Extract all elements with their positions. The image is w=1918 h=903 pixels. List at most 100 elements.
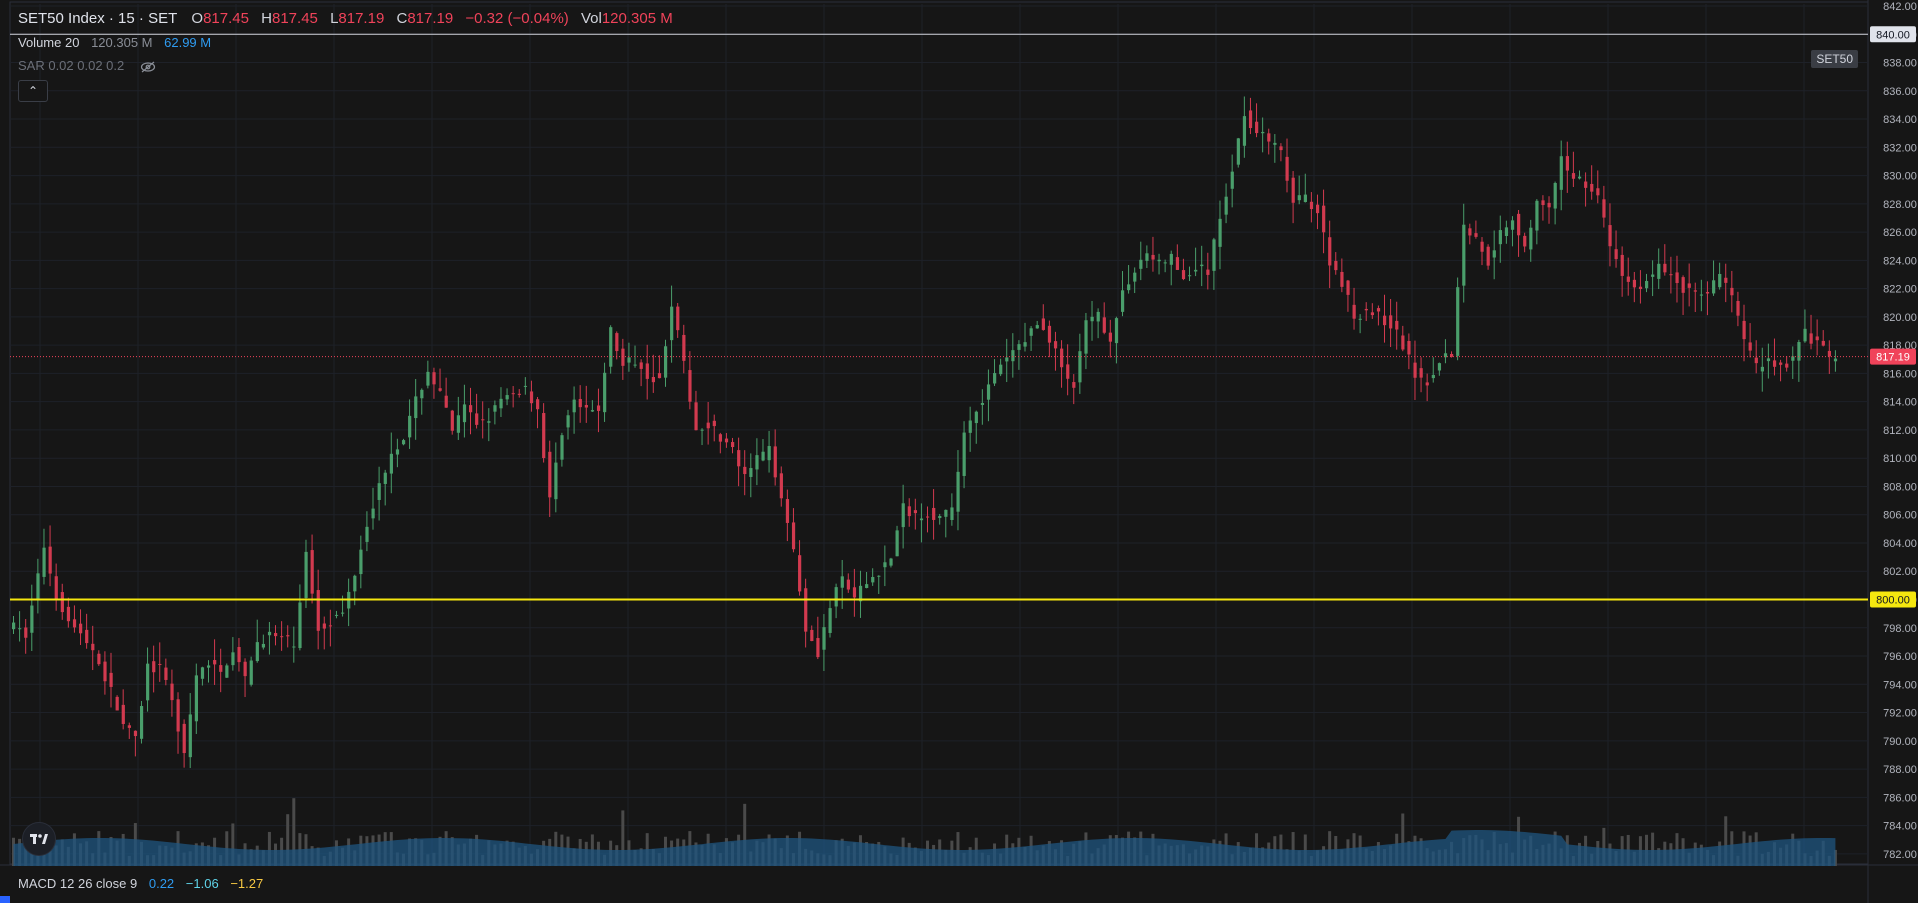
candle-body (1389, 315, 1393, 329)
price-tick-label: 822.00 (1883, 284, 1917, 296)
candle-body (883, 562, 887, 568)
candle-body (1645, 280, 1649, 289)
candle-body (91, 643, 95, 651)
price-tick-label: 820.00 (1883, 312, 1917, 324)
candle-body (913, 510, 918, 514)
candle-body (280, 636, 284, 638)
candle-body (1779, 362, 1783, 365)
candle-body (200, 667, 205, 679)
candle-body (1309, 201, 1314, 210)
volume-bar (1724, 816, 1728, 866)
candle-body (1047, 325, 1052, 343)
close-value: 817.19 (407, 10, 454, 27)
candle-body (85, 629, 89, 644)
collapse-legend-button[interactable]: ⌃ (18, 80, 48, 102)
candle-body (511, 393, 515, 395)
candle-body (810, 629, 814, 642)
candle-body (109, 672, 113, 687)
candle-body (938, 515, 942, 519)
price-tick-label: 836.00 (1883, 86, 1917, 98)
candle-body (1303, 194, 1307, 203)
candle-body (1151, 254, 1155, 260)
candle-body (334, 614, 339, 616)
candle-body (956, 471, 960, 512)
tradingview-logo-icon[interactable] (22, 822, 56, 856)
candle-body (536, 399, 540, 410)
candle-body (932, 507, 936, 520)
candle-body (158, 663, 162, 665)
hidden-eye-icon[interactable] (140, 61, 156, 73)
candle-body (1139, 259, 1143, 269)
candle-body (1261, 131, 1265, 134)
candle-body (554, 462, 558, 500)
candle-body (627, 357, 631, 363)
candle-body (1809, 333, 1813, 344)
price-tick-label: 788.00 (1883, 764, 1917, 776)
candle-body (858, 585, 863, 602)
candle-body (121, 704, 125, 724)
candle-body (1712, 280, 1716, 294)
candle-body (840, 576, 844, 588)
vol-value: 120.305 M (601, 10, 673, 27)
candle-body (1693, 290, 1697, 292)
symbol-title[interactable]: SET50 Index · 15 · SET (18, 10, 178, 27)
candle-body (517, 393, 521, 395)
candle-body (432, 372, 436, 385)
candle-body (1517, 213, 1521, 236)
candle-body (36, 573, 40, 601)
candle-body (1340, 271, 1344, 287)
candle-body (572, 399, 576, 413)
candle-body (566, 415, 570, 428)
candle-body (1504, 227, 1509, 236)
candle-body (523, 385, 528, 387)
candle-body (1376, 308, 1381, 312)
candle-body (1529, 227, 1533, 250)
candle-body (1541, 200, 1545, 206)
upper-line-label: 840.00 (1876, 29, 1910, 41)
candle-body (1102, 317, 1106, 333)
candle-body (755, 455, 759, 470)
candle-body (1681, 277, 1685, 293)
candle-body (206, 665, 211, 668)
candle-body (1547, 202, 1551, 208)
volume-legend[interactable]: Volume 20 120.305 M 62.99 M (18, 35, 215, 50)
support-line-label: 800.00 (1876, 595, 1910, 607)
candle-body (779, 473, 783, 499)
sar-legend[interactable]: SAR 0.02 0.02 0.2 (18, 58, 156, 73)
support-line-label-box (1870, 591, 1916, 608)
candle-body (578, 399, 582, 408)
macd-value: 0.22 (148, 876, 175, 891)
candle-body (1364, 308, 1368, 311)
candle-body (389, 453, 393, 474)
candle-body (743, 466, 747, 475)
candle-body (164, 667, 168, 680)
candle-body (1053, 341, 1058, 349)
candle-body (1188, 275, 1192, 277)
macd-legend[interactable]: MACD 12 26 close 9 0.22 −1.06 −1.27 (18, 876, 263, 891)
candle-body (1754, 357, 1758, 364)
candle-body (1590, 183, 1594, 192)
candle-body (944, 509, 948, 517)
candle-body (1724, 277, 1728, 283)
candle-body (1383, 315, 1387, 326)
tv-logo-glyph-icon (30, 834, 48, 844)
vol-label: Vol (580, 10, 602, 27)
candle-body (1772, 360, 1777, 367)
candle-body (895, 530, 899, 557)
pane-marker (0, 896, 10, 903)
candle-body (639, 362, 643, 369)
candle-body (1748, 342, 1752, 351)
candle-body (249, 660, 253, 685)
candle-body (194, 675, 198, 722)
candle-body (1468, 228, 1472, 236)
price-tick-label: 786.00 (1883, 792, 1917, 804)
last-price-label: 817.19 (1876, 352, 1910, 364)
candle-body (731, 442, 735, 448)
candle-body (1017, 344, 1021, 350)
candle-body (749, 468, 753, 477)
candle-body (1553, 182, 1557, 209)
candle-body (1041, 318, 1045, 330)
candle-body (1175, 257, 1180, 270)
price-tick-label: 830.00 (1883, 171, 1917, 183)
